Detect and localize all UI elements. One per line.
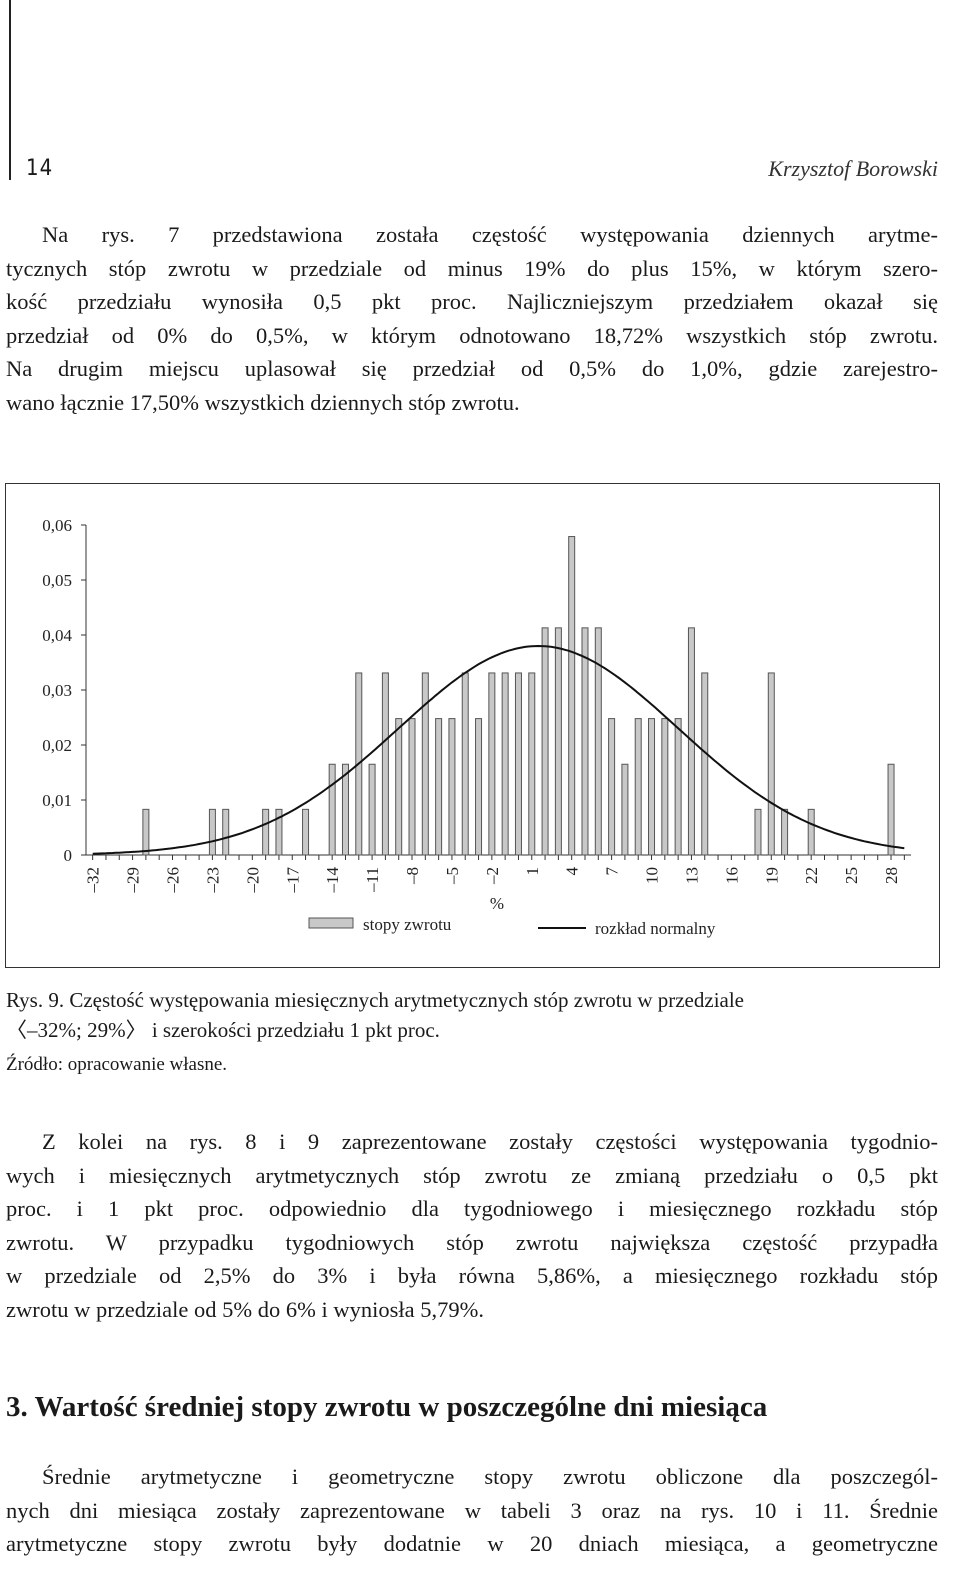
page-number: 14 xyxy=(26,156,54,181)
x-tick-label: 13 xyxy=(682,867,701,884)
x-axis-label: % xyxy=(490,894,504,913)
paragraph-1: Na rys. 7 przedstawiona została częstość… xyxy=(6,218,938,419)
margin-rule xyxy=(9,0,11,180)
x-tick-label: 7 xyxy=(603,867,622,876)
histogram-bar xyxy=(475,718,483,856)
histogram-bar xyxy=(701,672,709,856)
histogram-bar xyxy=(634,718,642,856)
x-tick-label: –14 xyxy=(323,867,342,894)
x-tick-label: –20 xyxy=(243,867,262,894)
paragraph-2: Z kolei na rys. 8 i 9 zaprezentowane zos… xyxy=(6,1125,938,1326)
x-tick-label: –23 xyxy=(203,867,222,894)
y-tick-label: 0,06 xyxy=(42,516,72,535)
histogram-bar xyxy=(541,627,549,856)
figure-caption: Rys. 9. Częstość występowania miesięczny… xyxy=(6,985,938,1045)
x-tick-label: 19 xyxy=(762,867,781,884)
caption-line: 〈–32%; 29%〉 i szerokości przedziału 1 pk… xyxy=(6,1018,440,1042)
histogram-bar xyxy=(568,536,576,856)
histogram-bar xyxy=(302,808,310,856)
histogram-bar xyxy=(621,763,629,856)
figure-source: Źródło: opracowanie własne. xyxy=(6,1054,228,1075)
section-heading: 3. Wartość średniej stopy zwrotu w poszc… xyxy=(6,1391,768,1423)
histogram-bar xyxy=(381,672,389,856)
y-tick-label: 0,02 xyxy=(42,736,72,755)
histogram-bar xyxy=(448,718,456,856)
x-tick-label: 22 xyxy=(802,867,821,884)
y-tick-label: 0 xyxy=(64,846,73,865)
x-tick-label: –5 xyxy=(443,867,462,885)
figure-frame: 0 0,01 0,02 0,03 0,04 0,05 0,06 –32 –29 –26 –23 –20… xyxy=(5,483,940,968)
text-line: Średnie arytmetyczne i geometryczne stop… xyxy=(42,1464,938,1489)
histogram-bar xyxy=(461,672,469,856)
histogram-bar xyxy=(395,718,403,856)
text-line: Na rys. 7 przedstawiona została częstość… xyxy=(42,222,938,247)
histogram-bar xyxy=(262,808,270,856)
histogram-bar xyxy=(887,763,895,856)
legend-bar-swatch xyxy=(308,917,354,929)
x-tick-label: –29 xyxy=(124,867,143,894)
histogram-bar xyxy=(594,627,602,856)
x-tick-label: –8 xyxy=(403,867,422,885)
histogram-chart: 0 0,01 0,02 0,03 0,04 0,05 0,06 –32 –29 –26 –23 –20… xyxy=(42,516,911,938)
histogram-bar xyxy=(767,672,775,856)
x-tick-label: 4 xyxy=(563,867,582,876)
histogram-bar xyxy=(341,763,349,856)
y-tick-label: 0,03 xyxy=(42,681,72,700)
text-line: nych dni miesiąca zostały zaprezentowane… xyxy=(6,1497,938,1523)
text-line: zwrotu. W przypadku tygodniowych stóp zw… xyxy=(6,1229,938,1255)
text-line: proc. i 1 pkt proc. odpowiednio dla tygo… xyxy=(6,1196,938,1221)
y-tick-label: 0,05 xyxy=(42,571,72,590)
text-line: przedział od 0% do 0,5%, w którym odnoto… xyxy=(6,322,938,348)
histogram-bar xyxy=(328,763,336,856)
text-line: arytmetyczne stopy zwrotu były dodatnie … xyxy=(6,1531,938,1556)
text-line: zwrotu w przedziale od 5% do 6% i wynios… xyxy=(6,1296,485,1322)
histogram-bar xyxy=(514,672,522,856)
histogram-bar xyxy=(142,808,150,856)
y-tick-label: 0,01 xyxy=(42,791,72,810)
histogram-bar xyxy=(581,627,589,856)
x-tick-label: –17 xyxy=(283,867,302,894)
text-line: tycznych stóp zwrotu w przedziale od min… xyxy=(6,255,938,281)
paragraph-3: Średnie arytmetyczne i geometryczne stop… xyxy=(6,1460,938,1561)
histogram-bar xyxy=(208,808,216,856)
histogram-bar xyxy=(368,763,376,856)
text-line: Z kolei na rys. 8 i 9 zaprezentowane zos… xyxy=(42,1129,938,1154)
text-line: kość przedziału wynosiła 0,5 pkt proc. N… xyxy=(6,289,938,314)
x-tick-label: 25 xyxy=(842,867,861,884)
histogram-bar xyxy=(554,627,562,856)
x-tick-label: –2 xyxy=(483,867,502,885)
x-tick-label: 16 xyxy=(722,867,741,884)
legend-label: rozkład normalny xyxy=(595,919,716,938)
running-head-author: Krzysztof Borowski xyxy=(768,156,938,181)
histogram-bar xyxy=(754,808,762,856)
legend-label: stopy zwrotu xyxy=(363,915,452,934)
x-tick-label: 10 xyxy=(643,867,662,884)
text-line: wano łącznie 17,50% wszystkich dziennych… xyxy=(6,389,520,415)
histogram-bar xyxy=(608,718,616,856)
histogram-bar xyxy=(807,808,815,856)
histogram-bar xyxy=(435,718,443,856)
x-tick-label: –11 xyxy=(363,867,382,893)
histogram-bar xyxy=(661,718,669,856)
histogram-bar xyxy=(674,718,682,856)
text-line: wych i miesięcznych arytmetycznych stóp … xyxy=(6,1162,938,1188)
histogram-bar xyxy=(222,808,230,856)
x-tick-label: 1 xyxy=(523,867,542,876)
histogram-bar xyxy=(528,672,536,856)
normal-distribution-curve xyxy=(92,644,905,855)
histogram-bar xyxy=(488,672,496,856)
histogram-bar xyxy=(781,808,789,856)
caption-line: Rys. 9. Częstość występowania miesięczny… xyxy=(6,988,745,1012)
text-line: Na drugim miejscu uplasował się przedzia… xyxy=(6,356,938,381)
x-tick-label: 28 xyxy=(882,867,901,884)
histogram-bar xyxy=(648,718,656,856)
x-tick-label: –26 xyxy=(163,867,182,894)
text-line: w przedziale od 2,5% do 3% i była równa … xyxy=(6,1263,938,1288)
x-tick-label: –32 xyxy=(84,867,103,894)
y-tick-label: 0,04 xyxy=(42,626,72,645)
histogram-bar xyxy=(421,672,429,856)
histogram-bar xyxy=(408,718,416,856)
histogram-bar xyxy=(501,672,509,856)
